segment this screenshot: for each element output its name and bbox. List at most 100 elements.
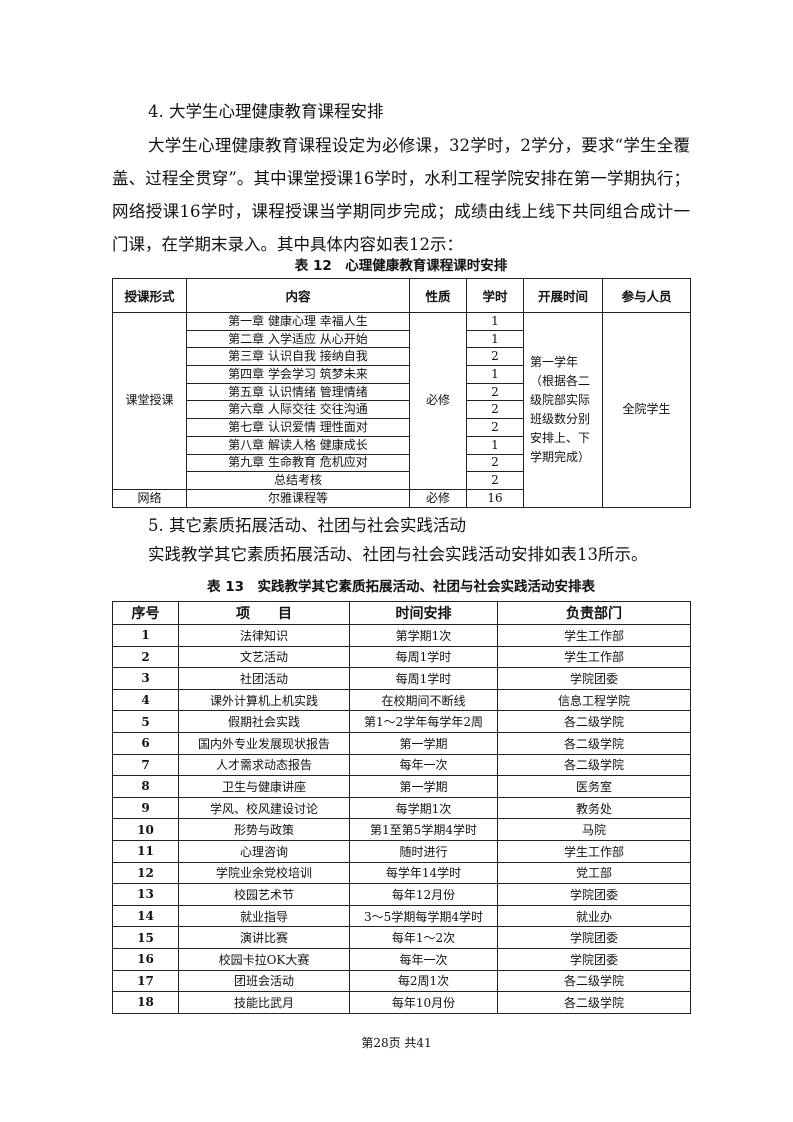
- table-row: 第四章 学会学习 筑梦未来 1: [113, 365, 691, 384]
- table-row: 13 校园艺术节 每年12月份 学院团委: [112, 883, 691, 906]
- schedule-cell: 每年12月份: [349, 883, 498, 906]
- time-cell: 第一学年（根据各二级院部实际班级数分别安排上、下学期完成）: [523, 312, 603, 508]
- item-cell: 心理咨询: [178, 839, 350, 863]
- schedule-cell: 随时进行: [349, 839, 498, 863]
- department-cell: 学院团委: [497, 926, 691, 949]
- form-cell: 网络: [112, 488, 187, 508]
- table-12-caption: 表 12 心理健康教育课程课时安排: [294, 258, 508, 274]
- table-row: 10 形势与政策 第1至第5学期4学时 马院: [112, 818, 691, 841]
- content-cell: 第二章 入学适应 从心开始: [186, 329, 410, 349]
- department-cell: 各二级学院: [497, 753, 691, 777]
- table-row: 17 团班会活动 每2周1次 各二级学院: [112, 969, 691, 993]
- hours-cell: 2: [466, 471, 524, 490]
- hours-cell: 2: [466, 453, 524, 473]
- schedule-cell: 每周1学时: [349, 645, 498, 669]
- table-row: 16 校园卡拉OK大赛 每年一次 学院团委: [112, 947, 691, 971]
- table-row: 15 演讲比赛 每年1～2次 学院团委: [112, 926, 691, 949]
- table-row: 第九章 生命教育 危机应对 2: [113, 453, 691, 473]
- schedule-cell: 第一学期: [349, 731, 498, 755]
- hours-cell: 1: [466, 365, 524, 384]
- item-cell: 人才需求动态报告: [178, 753, 350, 777]
- schedule-cell: 每学期1次: [349, 796, 498, 820]
- schedule-cell: 在校期间不断线: [349, 688, 498, 712]
- table-13-caption: 表 13 实践教学其它素质拓展活动、社团与社会实践活动安排表: [207, 579, 595, 595]
- hours-cell: 1: [466, 312, 524, 331]
- hours-cell: 2: [466, 418, 524, 437]
- header-cell: 内容: [186, 278, 410, 313]
- index-cell: 16: [112, 947, 179, 971]
- header-cell: 项 目: [178, 601, 350, 625]
- content-cell: 第六章 人际交往 交往沟通: [186, 400, 410, 420]
- table-row: 3 社团活动 每周1学时 学院团委: [112, 667, 691, 690]
- schedule-cell: 每年一次: [349, 753, 498, 777]
- content-cell: 第九章 生命教育 危机应对: [186, 453, 410, 473]
- content-cell: 尔雅课程等: [186, 488, 410, 508]
- table-row: 7 人才需求动态报告 每年一次 各二级学院: [112, 753, 691, 777]
- table-13: 序号 项 目 时间安排 负责部门 1 法律知识 第学期1次 学生工作部 2 文艺活动 每周1…: [112, 601, 691, 1014]
- department-cell: 各二级学院: [497, 969, 691, 993]
- schedule-cell: 每年1～2次: [349, 926, 498, 949]
- index-cell: 14: [112, 904, 179, 928]
- department-cell: 学院团委: [497, 883, 691, 906]
- index-cell: 11: [112, 839, 179, 863]
- table-row: 6 国内外专业发展现状报告 第一学期 各二级学院: [112, 731, 691, 755]
- department-cell: 就业办: [497, 904, 691, 928]
- table-header-row: 授课形式 内容 性质 学时 开展时间 参与人员: [112, 278, 691, 313]
- item-cell: 技能比武月: [178, 991, 350, 1014]
- table-row: 第八章 解读人格 健康成长 1: [113, 435, 691, 455]
- page-footer: 第28页 共41: [361, 1036, 432, 1050]
- content-cell: 第五章 认识情绪 管理情绪: [186, 382, 410, 402]
- participants-cell: 全院学生: [602, 312, 691, 508]
- index-cell: 15: [112, 926, 179, 949]
- hours-cell: 1: [466, 329, 524, 349]
- item-cell: 学风、校风建设讨论: [178, 796, 350, 820]
- content-cell: 第三章 认识自我 接纳自我: [186, 347, 410, 367]
- item-cell: 演讲比赛: [178, 926, 350, 949]
- table-row: 4 课外计算机上机实践 在校期间不断线 信息工程学院: [112, 688, 691, 712]
- schedule-cell: 3～5学期每学期4学时: [349, 904, 498, 928]
- content-cell: 第八章 解读人格 健康成长: [186, 435, 410, 455]
- item-cell: 形势与政策: [178, 818, 350, 841]
- hours-cell: 2: [466, 382, 524, 402]
- content-cell: 总结考核: [186, 471, 410, 490]
- item-cell: 法律知识: [178, 624, 350, 647]
- table-row: 12 学院业余党校培训 每学年14学时 党工部: [112, 861, 691, 885]
- item-cell: 团班会活动: [178, 969, 350, 993]
- schedule-cell: 每周1学时: [349, 667, 498, 690]
- index-cell: 10: [112, 818, 179, 841]
- index-cell: 5: [112, 710, 179, 733]
- table-row: 18 技能比武月 每年10月份 各二级学院: [112, 991, 691, 1014]
- department-cell: 信息工程学院: [497, 688, 691, 712]
- item-cell: 国内外专业发展现状报告: [178, 731, 350, 755]
- department-cell: 学生工作部: [497, 645, 691, 669]
- department-cell: 马院: [497, 818, 691, 841]
- header-cell: 性质: [409, 278, 467, 313]
- table-row: 2 文艺活动 每周1学时 学生工作部: [112, 645, 691, 669]
- hours-cell: 16: [466, 488, 524, 508]
- table-row: 14 就业指导 3～5学期每学期4学时 就业办: [112, 904, 691, 928]
- department-cell: 各二级学院: [497, 731, 691, 755]
- nature-cell: 必修: [409, 488, 467, 508]
- table-12: 授课形式 内容 性质 学时 开展时间 参与人员 课堂授课 第一章 健康心理 幸福人…: [112, 278, 691, 508]
- section-5-heading: 5. 其它素质拓展活动、社团与社会实践活动: [148, 516, 466, 535]
- department-cell: 党工部: [497, 861, 691, 885]
- header-cell: 开展时间: [523, 278, 603, 313]
- header-cell: 负责部门: [497, 601, 691, 625]
- index-cell: 1: [112, 624, 179, 647]
- index-cell: 3: [112, 667, 179, 690]
- item-cell: 社团活动: [178, 667, 350, 690]
- form-cell: 课堂授课: [112, 312, 187, 490]
- table-row: 5 假期社会实践 第1～2学年每学年2周 各二级学院: [112, 710, 691, 733]
- department-cell: 教务处: [497, 796, 691, 820]
- item-cell: 卫生与健康讲座: [178, 775, 350, 798]
- index-cell: 7: [112, 753, 179, 777]
- department-cell: 医务室: [497, 775, 691, 798]
- schedule-cell: 每年一次: [349, 947, 498, 971]
- content-cell: 第四章 学会学习 筑梦未来: [186, 365, 410, 384]
- table-row: 第二章 入学适应 从心开始 1: [113, 329, 691, 349]
- department-cell: 学院团委: [497, 947, 691, 971]
- schedule-cell: 第1～2学年每学年2周: [349, 710, 498, 733]
- item-cell: 学院业余党校培训: [178, 861, 350, 885]
- header-cell: 序号: [112, 601, 179, 625]
- hours-cell: 2: [466, 347, 524, 367]
